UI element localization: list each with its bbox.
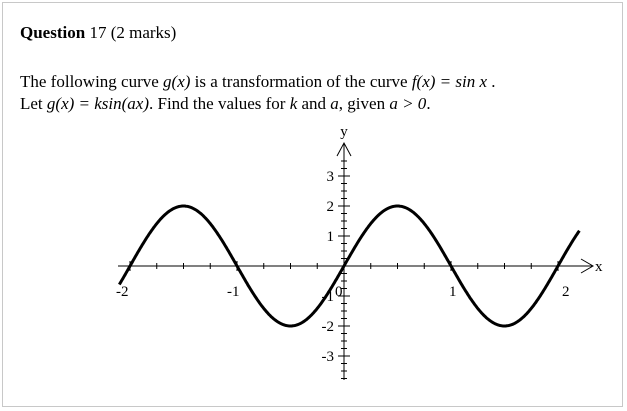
g-of-x: g(x) [163, 72, 191, 91]
question-frame [2, 2, 623, 407]
question-heading: Question 17 (2 marks) [20, 23, 176, 43]
x-tick-label: -1 [227, 284, 240, 300]
x-axis-label: x [595, 259, 603, 275]
x-tick-label: 1 [449, 284, 457, 300]
y-axis-arrow-icon [336, 141, 352, 157]
y-axis-label: y [340, 124, 348, 140]
text-segment: is a transformation of the curve [190, 72, 412, 91]
text-segment: and [297, 94, 331, 113]
question-label: Question [20, 23, 86, 42]
question-text-line-2: Let g(x) = ksin(ax). Find the values for… [20, 94, 431, 114]
text-segment: The following curve [20, 72, 164, 91]
g-of-x-equation: g(x) = ksin(ax) [46, 94, 149, 113]
variable-k: k [289, 94, 298, 113]
y-tick-label: -1 [322, 289, 335, 305]
sine-curve [118, 204, 581, 328]
text-segment: Let [20, 94, 47, 113]
variable-a: a [330, 94, 339, 113]
condition-a-positive: a > 0 [389, 94, 427, 113]
y-tick-label: -3 [322, 349, 335, 365]
question-text-line-1: The following curve g(x) is a transforma… [20, 72, 496, 92]
x-tick-label: 2 [562, 284, 570, 300]
x-tick-label: 0 [335, 284, 343, 300]
y-tick-label: 3 [327, 169, 335, 185]
text-segment: . Find the values for [149, 94, 290, 113]
text-segment: . [426, 94, 431, 113]
y-tick-label: 1 [327, 229, 335, 245]
y-tick-label: -2 [322, 319, 335, 335]
f-of-x-equation: f(x) = sin x [411, 72, 488, 91]
x-tick-label: -2 [116, 284, 129, 300]
y-tick-label: 2 [327, 199, 335, 215]
x-axis-arrow-icon [580, 258, 594, 274]
text-segment: , given [338, 94, 390, 113]
text-segment: . [487, 72, 496, 91]
question-marks: 17 (2 marks) [89, 23, 177, 42]
